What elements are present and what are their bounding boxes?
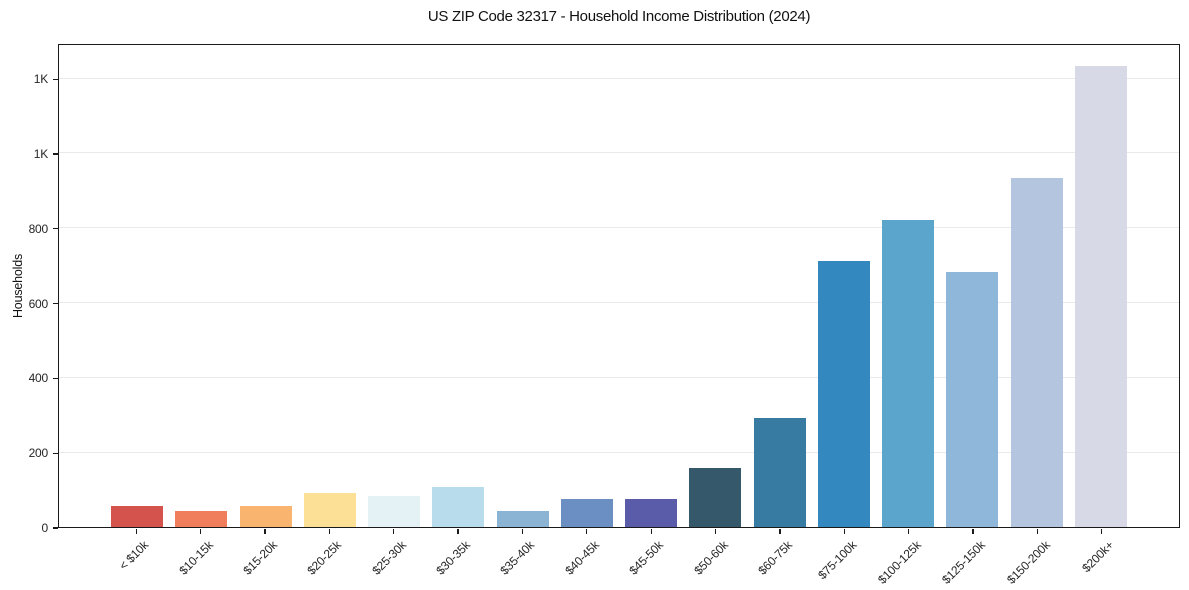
bar-slot bbox=[1005, 45, 1069, 527]
bar-slot bbox=[169, 45, 233, 527]
bar-slot bbox=[426, 45, 490, 527]
gridline bbox=[59, 302, 1179, 304]
plot-area bbox=[58, 44, 1180, 528]
bar-slot bbox=[619, 45, 683, 527]
x-tick-mark bbox=[521, 528, 524, 534]
bar-$60-75k bbox=[753, 417, 806, 527]
bar-slot bbox=[748, 45, 812, 527]
x-tick-mark bbox=[779, 528, 781, 534]
bar-$15-20k bbox=[239, 506, 292, 527]
gridline bbox=[59, 77, 1179, 79]
x-tick-label: $45-50k bbox=[626, 538, 667, 578]
chart-title: US ZIP Code 32317 - Household Income Dis… bbox=[427, 8, 811, 25]
bar-slot bbox=[491, 45, 555, 527]
x-tick-mark bbox=[1036, 528, 1039, 534]
bar-$30-35k bbox=[432, 486, 485, 527]
gridline bbox=[59, 376, 1179, 378]
x-tick-label: $35-40k bbox=[497, 538, 538, 578]
x-tick-label: $60-75k bbox=[755, 538, 795, 578]
x-tick-label: $40-45k bbox=[562, 538, 602, 578]
x-tick-mark bbox=[972, 528, 974, 534]
x-tick-label: $50-60k bbox=[690, 538, 731, 578]
gridline bbox=[59, 152, 1179, 154]
x-tick-label: $20-25k bbox=[304, 538, 345, 578]
y-tick-label: 1K bbox=[33, 72, 48, 87]
y-tick-label: 600 bbox=[28, 296, 49, 311]
bar-$35-40k bbox=[496, 510, 549, 527]
bar-slot bbox=[105, 45, 169, 527]
bar-slot bbox=[812, 45, 876, 527]
bar-$45-50k bbox=[625, 498, 678, 527]
bars bbox=[105, 45, 1133, 527]
bar-slot bbox=[298, 45, 362, 527]
x-tick-label: $200k+ bbox=[1079, 538, 1117, 576]
x-tick-label: $125-150k bbox=[939, 538, 988, 587]
x-tick-label: $15-20k bbox=[240, 538, 280, 578]
bar-$50-60k bbox=[689, 467, 742, 527]
x-tick-mark bbox=[393, 528, 395, 534]
bar-$25-30k bbox=[368, 495, 421, 527]
gridline bbox=[59, 451, 1179, 453]
x-tick-mark bbox=[843, 528, 845, 534]
bar-slot bbox=[940, 45, 1004, 527]
x-tick-label: $75-100k bbox=[815, 538, 860, 583]
x-tick-mark bbox=[457, 528, 459, 534]
bar-< $10k bbox=[111, 506, 164, 527]
y-tick-label: 1K bbox=[33, 146, 48, 161]
x-tick-mark bbox=[908, 528, 910, 534]
x-tick-mark bbox=[328, 528, 330, 534]
bar-slot bbox=[555, 45, 619, 527]
x-tick-mark bbox=[714, 528, 717, 534]
x-tick-label: $30-35k bbox=[433, 538, 473, 578]
x-axis-labels: < $10k $10-15k $15-20k $20-25k $25-30k $30-35… bbox=[58, 529, 1180, 590]
x-tick-mark bbox=[650, 528, 652, 534]
y-tick-mark bbox=[53, 527, 58, 529]
y-tick-label: 0 bbox=[41, 521, 49, 535]
bar-$40-45k bbox=[560, 498, 613, 527]
bar-$125-150k bbox=[946, 272, 999, 527]
bar-$20-25k bbox=[303, 493, 356, 527]
x-tick-mark bbox=[586, 528, 588, 534]
y-tick-mark bbox=[53, 228, 58, 230]
x-tick-mark bbox=[135, 528, 137, 534]
y-tick-mark bbox=[53, 302, 58, 305]
x-tick-label: $100-125k bbox=[874, 538, 924, 587]
y-tick-label: 400 bbox=[28, 371, 49, 386]
x-tick-label: < $10k bbox=[116, 538, 152, 573]
bar-$75-100k bbox=[817, 261, 870, 527]
bar-slot bbox=[1069, 45, 1133, 527]
x-tick-mark bbox=[1101, 528, 1103, 534]
y-tick-mark bbox=[53, 452, 58, 454]
x-tick-label: $10-15k bbox=[175, 538, 216, 578]
bar-$100-125k bbox=[882, 220, 935, 527]
bar-$200k+ bbox=[1074, 66, 1127, 527]
bar-$150-200k bbox=[1010, 177, 1063, 527]
bar-slot bbox=[234, 45, 298, 527]
x-tick-mark bbox=[264, 528, 266, 534]
y-tick-label: 800 bbox=[28, 221, 49, 236]
x-tick-label: $25-30k bbox=[369, 538, 409, 578]
bar-$10-15k bbox=[175, 510, 228, 527]
x-tick-label: $150-200k bbox=[1003, 538, 1053, 587]
bar-slot bbox=[683, 45, 747, 527]
y-tick-mark bbox=[53, 153, 58, 155]
gridline bbox=[59, 227, 1179, 229]
y-tick-label: 200 bbox=[28, 446, 49, 461]
x-tick-mark bbox=[199, 528, 202, 534]
bar-slot bbox=[362, 45, 426, 527]
y-tick-mark bbox=[53, 78, 58, 80]
y-tick-mark bbox=[53, 377, 58, 379]
bar-slot bbox=[876, 45, 940, 527]
